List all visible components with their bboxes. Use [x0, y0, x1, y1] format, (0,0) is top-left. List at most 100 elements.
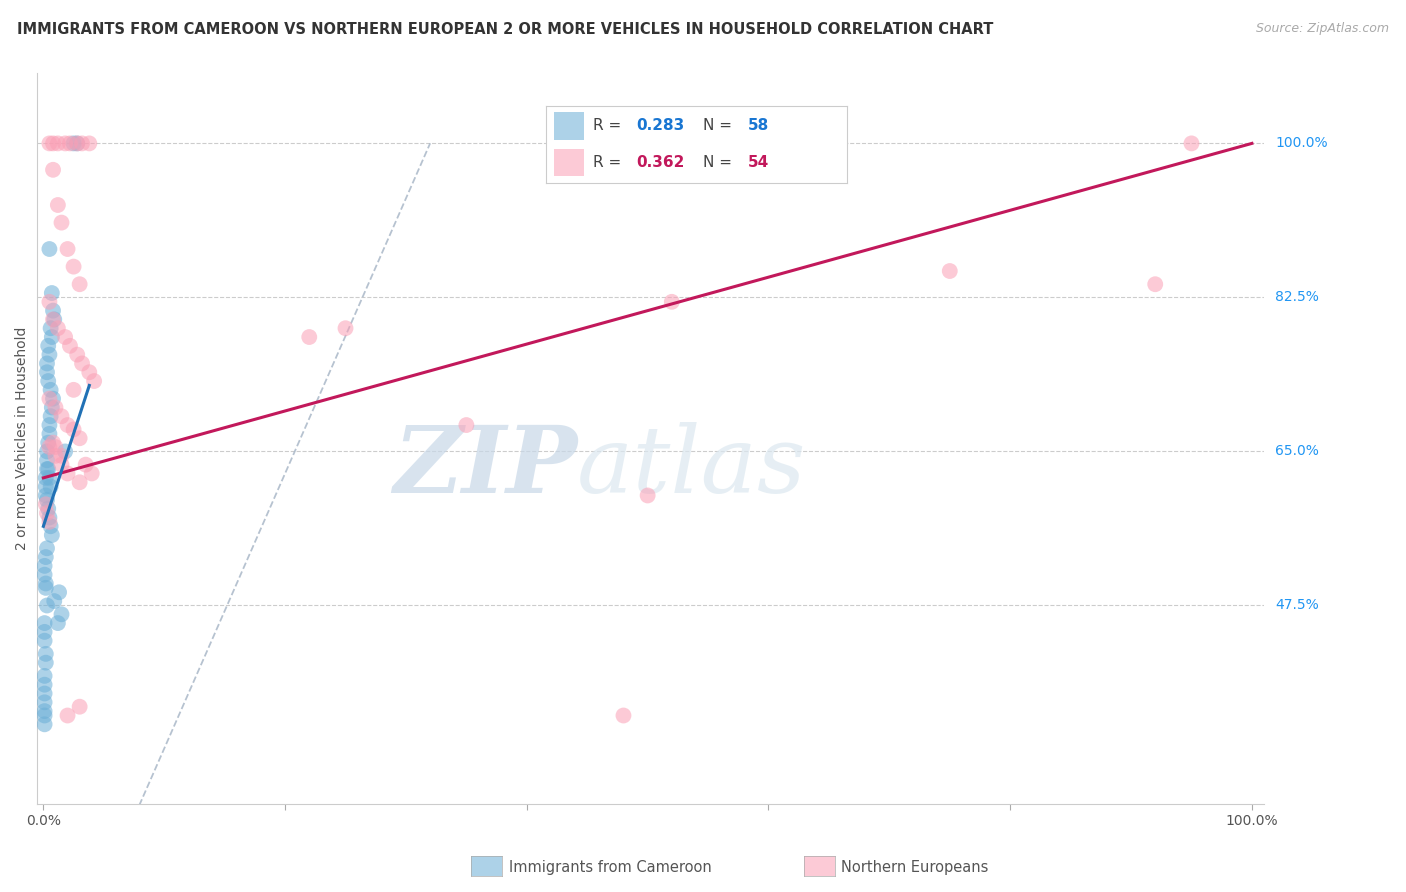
Point — [38, 392, 60, 406]
Point — [661, 294, 683, 309]
Point — [38, 510, 60, 524]
Text: atlas: atlas — [576, 423, 807, 513]
Point — [35, 576, 58, 591]
Text: Northern Europeans: Northern Europeans — [841, 860, 988, 874]
Point — [59, 339, 82, 353]
Point — [34, 678, 56, 692]
Point — [42, 303, 65, 318]
Point — [38, 348, 60, 362]
Text: ZIP: ZIP — [392, 423, 576, 513]
Point — [34, 616, 56, 631]
Point — [38, 418, 60, 433]
Point — [75, 458, 97, 472]
Point — [35, 550, 58, 565]
Point — [35, 365, 58, 379]
Point — [44, 449, 66, 463]
Text: 47.5%: 47.5% — [1275, 599, 1319, 613]
Point — [34, 567, 56, 582]
Point — [35, 656, 58, 670]
Point — [56, 418, 79, 433]
Point — [38, 136, 60, 151]
Text: Source: ZipAtlas.com: Source: ZipAtlas.com — [1256, 22, 1389, 36]
Point — [35, 471, 58, 485]
Point — [37, 339, 59, 353]
Point — [46, 136, 69, 151]
Point — [34, 704, 56, 718]
Y-axis label: 2 or more Vehicles in Household: 2 or more Vehicles in Household — [15, 326, 30, 550]
Point — [35, 541, 58, 556]
Point — [298, 330, 321, 344]
Point — [48, 585, 70, 599]
Point — [62, 136, 84, 151]
Point — [37, 501, 59, 516]
Point — [69, 699, 91, 714]
Point — [62, 383, 84, 397]
Point — [42, 392, 65, 406]
Point — [53, 136, 76, 151]
Point — [38, 515, 60, 529]
Point — [39, 480, 62, 494]
Text: 100.0%: 100.0% — [1275, 136, 1327, 151]
Point — [42, 136, 65, 151]
Point — [35, 506, 58, 520]
Point — [38, 471, 60, 485]
Text: Immigrants from Cameroon: Immigrants from Cameroon — [509, 860, 711, 874]
Point — [335, 321, 357, 335]
Text: IMMIGRANTS FROM CAMEROON VS NORTHERN EUROPEAN 2 OR MORE VEHICLES IN HOUSEHOLD CO: IMMIGRANTS FROM CAMEROON VS NORTHERN EUR… — [17, 22, 993, 37]
Point — [35, 599, 58, 613]
Point — [37, 435, 59, 450]
Point — [41, 401, 63, 415]
Point — [42, 312, 65, 326]
Point — [39, 519, 62, 533]
Point — [59, 136, 82, 151]
Point — [44, 594, 66, 608]
Point — [939, 264, 962, 278]
Point — [42, 435, 65, 450]
Point — [37, 374, 59, 388]
Point — [35, 480, 58, 494]
Point — [1144, 277, 1167, 292]
Point — [51, 216, 73, 230]
Point — [35, 356, 58, 370]
Point — [56, 467, 79, 481]
Point — [62, 422, 84, 436]
Point — [1180, 136, 1202, 151]
Point — [69, 277, 91, 292]
Point — [35, 497, 58, 511]
Point — [35, 488, 58, 502]
Point — [35, 581, 58, 595]
Point — [39, 383, 62, 397]
Point — [80, 467, 103, 481]
Point — [83, 374, 105, 388]
Point — [44, 401, 66, 415]
Point — [51, 449, 73, 463]
Point — [35, 444, 58, 458]
Text: 82.5%: 82.5% — [1275, 291, 1319, 304]
Point — [34, 558, 56, 573]
Point — [34, 708, 56, 723]
Point — [34, 633, 56, 648]
Point — [66, 136, 89, 151]
Point — [66, 136, 89, 151]
Point — [46, 321, 69, 335]
Point — [70, 356, 93, 370]
Point — [41, 286, 63, 301]
Point — [35, 462, 58, 476]
Point — [44, 440, 66, 454]
Point — [34, 624, 56, 639]
Point — [44, 312, 66, 326]
Point — [35, 647, 58, 661]
Point — [56, 708, 79, 723]
Point — [34, 669, 56, 683]
Point — [38, 440, 60, 454]
Point — [39, 409, 62, 424]
Point — [456, 418, 478, 433]
Point — [70, 136, 93, 151]
Point — [46, 616, 69, 631]
Point — [41, 528, 63, 542]
Point — [38, 242, 60, 256]
Text: 65.0%: 65.0% — [1275, 444, 1319, 458]
Point — [62, 260, 84, 274]
Point — [612, 708, 634, 723]
Point — [79, 136, 101, 151]
